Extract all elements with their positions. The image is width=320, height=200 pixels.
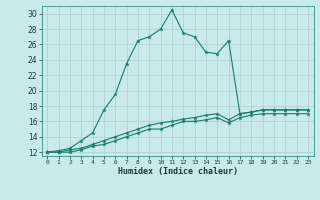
X-axis label: Humidex (Indice chaleur): Humidex (Indice chaleur) [118,167,237,176]
